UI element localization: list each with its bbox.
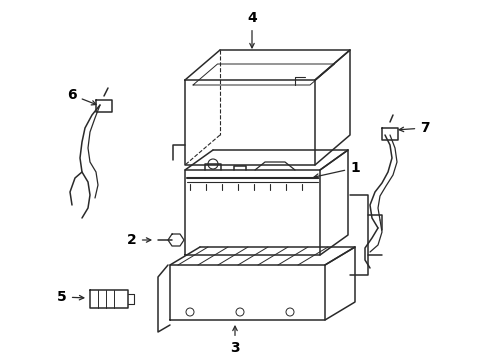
Text: 3: 3 [230, 326, 239, 355]
Text: 7: 7 [398, 121, 429, 135]
Text: 2: 2 [127, 233, 150, 247]
Text: 4: 4 [246, 11, 256, 48]
Text: 6: 6 [67, 88, 96, 105]
Text: 1: 1 [313, 161, 359, 178]
Text: 5: 5 [57, 290, 83, 304]
